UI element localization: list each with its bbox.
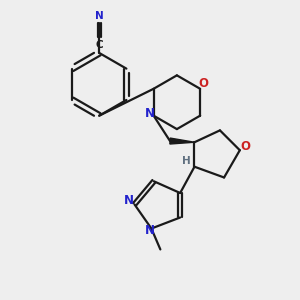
Text: H: H <box>182 156 190 166</box>
Text: O: O <box>199 77 209 90</box>
Text: C: C <box>95 40 103 50</box>
Text: N: N <box>145 224 155 237</box>
Polygon shape <box>170 138 194 144</box>
Text: N: N <box>124 194 134 207</box>
Text: N: N <box>95 11 103 21</box>
Text: O: O <box>240 140 250 153</box>
Text: N: N <box>145 107 155 120</box>
